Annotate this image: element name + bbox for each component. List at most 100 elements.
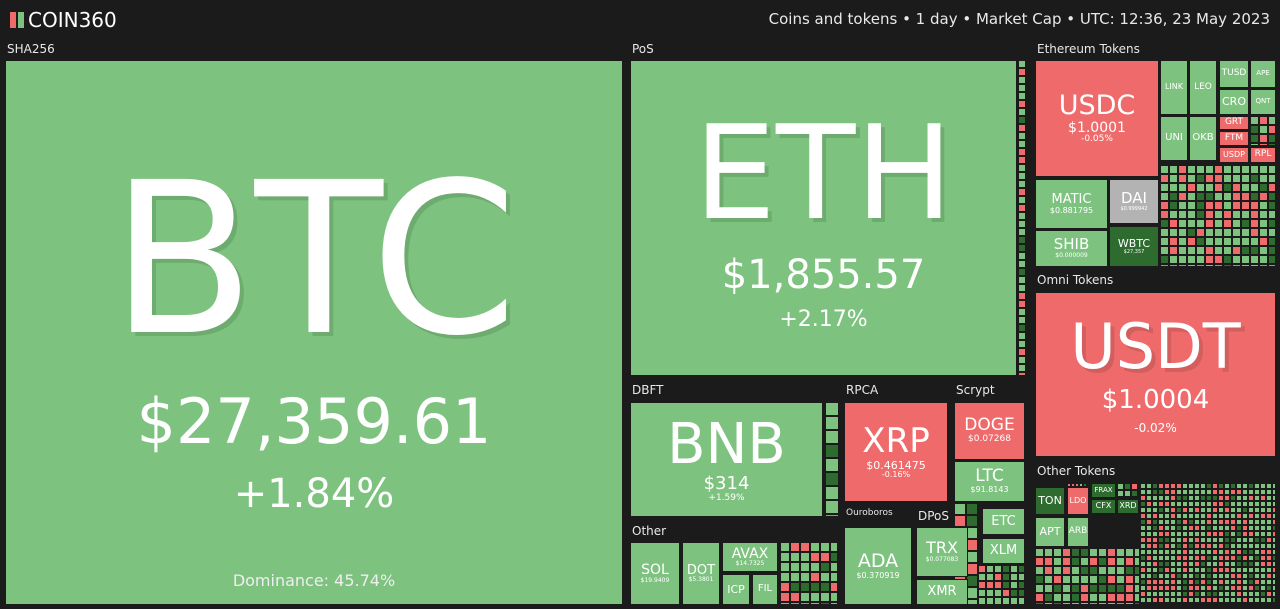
small-tile bbox=[1230, 579, 1236, 585]
small-tile bbox=[1002, 573, 1010, 581]
small-tile bbox=[1242, 555, 1248, 561]
small-tile bbox=[1248, 501, 1254, 507]
small-tile bbox=[1188, 531, 1194, 537]
coin-tile[interactable]: LDO bbox=[1067, 487, 1089, 515]
coin-tile[interactable]: TON bbox=[1035, 487, 1065, 515]
group-label: SHA256 bbox=[7, 42, 55, 56]
coin-tile[interactable]: CFX bbox=[1091, 499, 1116, 514]
logo[interactable]: COIN360 bbox=[10, 8, 117, 32]
coin-tile[interactable]: USDC $1.0001 -0.05% bbox=[1035, 60, 1159, 177]
small-tile bbox=[1260, 531, 1266, 537]
small-tile bbox=[966, 515, 978, 527]
small-tile bbox=[790, 582, 800, 592]
coin-tile[interactable]: MATIC $0.881795 bbox=[1035, 179, 1108, 229]
small-tile bbox=[1212, 537, 1218, 543]
small-tile bbox=[1224, 549, 1230, 555]
coin-tile[interactable]: OKB bbox=[1189, 116, 1217, 161]
small-tile bbox=[800, 592, 810, 602]
coin-tile[interactable]: USDP bbox=[1219, 147, 1249, 163]
small-tile bbox=[994, 581, 1002, 589]
coin-symbol: RPL bbox=[1254, 149, 1272, 160]
coin-tile[interactable]: GRT bbox=[1219, 116, 1249, 130]
coin-tile[interactable]: XRP $0.461475 -0.16% bbox=[844, 402, 948, 502]
small-tile bbox=[1242, 549, 1248, 555]
small-tile bbox=[1140, 555, 1146, 561]
coin-tile[interactable]: BNB $314 +1.59% bbox=[630, 402, 823, 517]
coin-tile[interactable]: BTC $27,359.61 +1.84% bbox=[5, 60, 623, 605]
coin-tile[interactable]: DOT $5.3801 bbox=[682, 542, 720, 605]
coin-tile[interactable]: DAI $0.999942 bbox=[1109, 179, 1159, 224]
coin-tile[interactable]: CRO bbox=[1219, 89, 1249, 115]
coin-tile[interactable]: SHIB $0.000009 bbox=[1035, 230, 1108, 267]
coin-tile[interactable]: DOGE $0.07268 bbox=[954, 402, 1025, 460]
coin-tile[interactable]: LINK bbox=[1160, 60, 1188, 115]
small-tile bbox=[1117, 483, 1124, 490]
coin-tile[interactable]: AVAX $14.7325 bbox=[722, 542, 778, 572]
small-tile bbox=[1134, 593, 1140, 602]
coin-tile[interactable]: XRD bbox=[1117, 499, 1139, 514]
coin-tile[interactable]: USDT $1.0004 -0.02% bbox=[1035, 292, 1276, 457]
coin-tile[interactable]: APT bbox=[1035, 517, 1065, 547]
small-tile bbox=[1212, 549, 1218, 555]
small-tile bbox=[1107, 557, 1116, 566]
small-tile bbox=[1138, 483, 1140, 490]
small-tile bbox=[1268, 134, 1276, 143]
coin-tile[interactable]: LEO bbox=[1189, 60, 1217, 115]
coin-tile[interactable]: ETH $1,855.57 +2.17% bbox=[630, 60, 1017, 376]
small-tile bbox=[1176, 561, 1182, 567]
small-tile bbox=[1250, 201, 1259, 210]
small-tile bbox=[1146, 543, 1152, 549]
small-tile bbox=[1200, 591, 1206, 597]
coin-tile[interactable]: XLM bbox=[982, 538, 1025, 564]
coin-symbol: GRT bbox=[1224, 117, 1244, 128]
settings[interactable]: Coins and tokens • 1 day • Market Cap • … bbox=[768, 10, 1270, 28]
small-tile bbox=[1212, 513, 1218, 519]
coin-symbol: LEO bbox=[1194, 81, 1212, 92]
coin-symbol: ETH bbox=[693, 97, 954, 250]
coin-tile[interactable]: TRX $0.077083 bbox=[916, 527, 968, 577]
small-tile bbox=[1260, 555, 1266, 561]
small-tile bbox=[1018, 316, 1026, 324]
small-tile bbox=[1152, 591, 1158, 597]
coin-tile[interactable]: ICP bbox=[722, 574, 750, 605]
small-tile bbox=[1248, 579, 1254, 585]
coin-tile[interactable]: WBTC $27,357 bbox=[1109, 226, 1159, 267]
coin-tile[interactable]: SOL $19.9409 bbox=[630, 542, 680, 605]
small-tile bbox=[1194, 591, 1200, 597]
coin-tile[interactable]: FIL bbox=[752, 574, 778, 605]
small-tile bbox=[1206, 591, 1212, 597]
small-tile bbox=[1196, 201, 1205, 210]
coin-tile[interactable]: ARB bbox=[1067, 517, 1089, 547]
coin-tile[interactable]: APE bbox=[1250, 60, 1276, 88]
coin-tile[interactable]: UNI bbox=[1160, 116, 1188, 161]
small-tile bbox=[825, 444, 839, 458]
small-tile bbox=[1218, 591, 1224, 597]
small-tile bbox=[1272, 555, 1276, 561]
small-tile bbox=[1116, 602, 1125, 605]
small-tile bbox=[1178, 228, 1187, 237]
coin-tile[interactable]: FTM bbox=[1219, 131, 1249, 146]
coin-tile[interactable]: XMR bbox=[916, 579, 968, 605]
coin-tile[interactable]: TUSD bbox=[1219, 60, 1249, 88]
small-tile bbox=[1169, 210, 1178, 219]
small-tile bbox=[790, 542, 800, 552]
small-tile bbox=[1266, 507, 1272, 513]
coin-tile[interactable]: FRAX bbox=[1091, 483, 1116, 498]
small-tile bbox=[1206, 603, 1212, 605]
coin-tile[interactable]: QNT bbox=[1250, 89, 1276, 115]
small-tile bbox=[825, 416, 839, 430]
coin-tile[interactable]: ETC bbox=[982, 508, 1025, 535]
small-tile bbox=[1214, 255, 1223, 264]
small-tile bbox=[1260, 537, 1266, 543]
small-tile bbox=[1187, 219, 1196, 228]
small-tile bbox=[1200, 549, 1206, 555]
small-tile bbox=[1164, 495, 1170, 501]
coin-tile[interactable]: ADA $0.370919 bbox=[844, 527, 912, 605]
coin-tile[interactable]: RPL bbox=[1250, 147, 1276, 163]
small-tile bbox=[1071, 584, 1080, 593]
small-tile bbox=[1259, 116, 1268, 125]
small-tile bbox=[1196, 246, 1205, 255]
small-tile bbox=[1272, 579, 1276, 585]
small-tile bbox=[1194, 555, 1200, 561]
coin-tile[interactable]: LTC $91.8143 bbox=[954, 461, 1025, 502]
